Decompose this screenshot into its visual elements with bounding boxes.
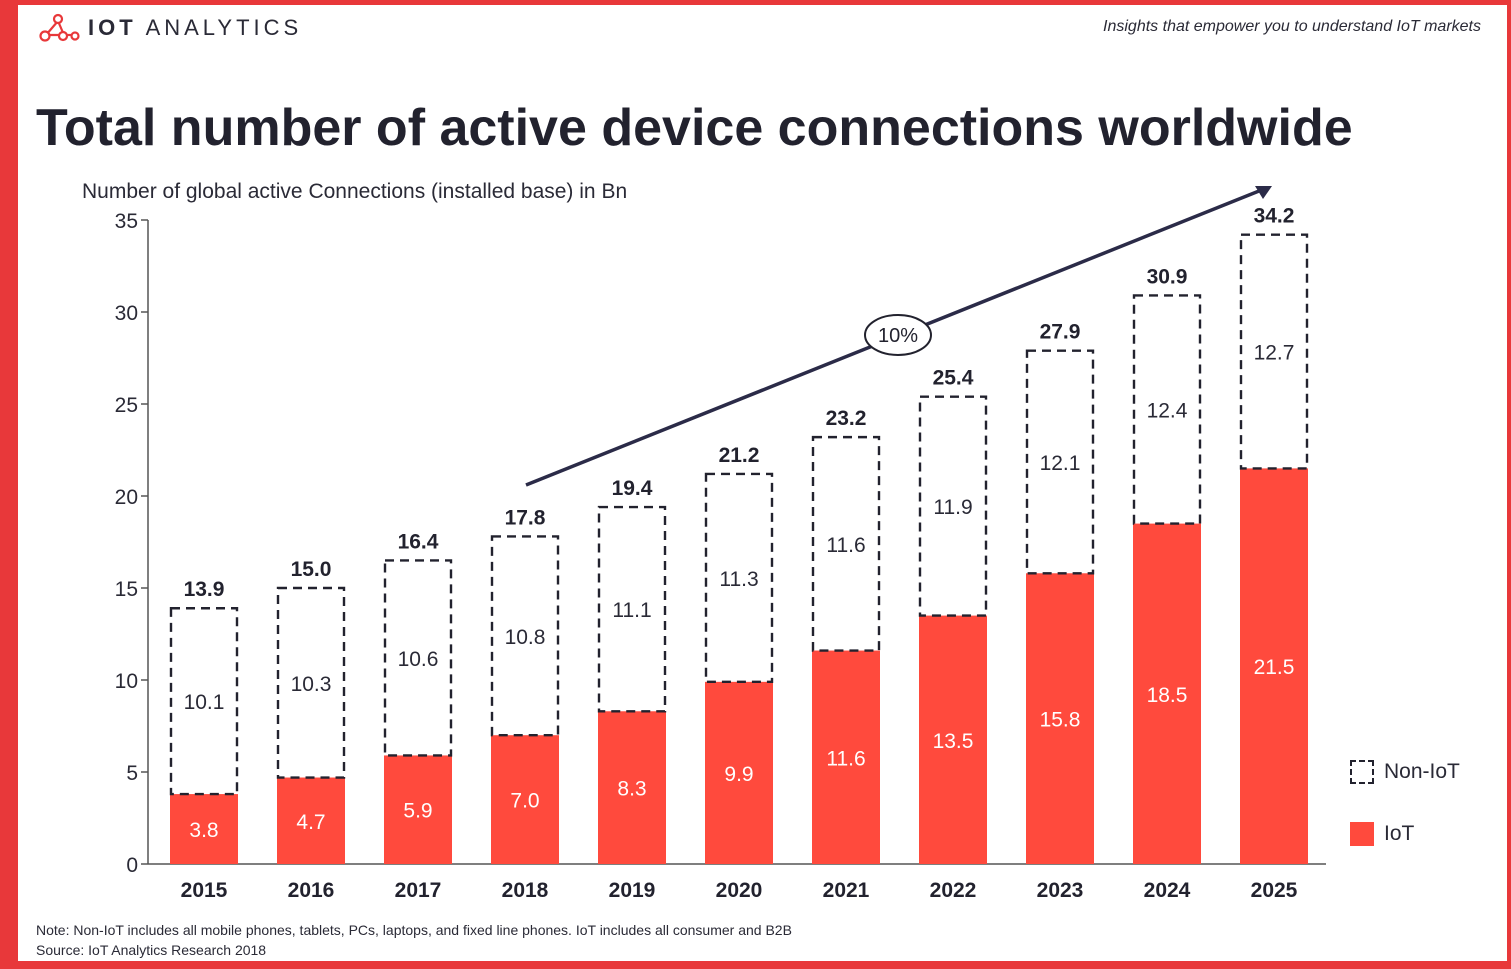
data-label-iot: 18.5 [1147, 684, 1188, 707]
growth-arrow-head [1255, 186, 1272, 199]
legend-item-non-iot: Non-IoT [1350, 755, 1460, 789]
bar-iot [1026, 573, 1094, 864]
bar-non-iot [704, 472, 774, 684]
bar-non-iot [383, 559, 453, 757]
y-tick-label: 20 [115, 486, 138, 509]
bar-iot [705, 681, 773, 864]
bar-non-iot [597, 505, 667, 713]
x-tick-label: 2017 [395, 879, 442, 902]
data-label-non-iot: 11.9 [933, 496, 972, 519]
data-label-non-iot: 12.1 [1040, 452, 1081, 475]
tagline: Insights that empower you to understand … [1103, 18, 1481, 35]
footnote-source: Source: IoT Analytics Research 2018 [36, 942, 267, 958]
data-label-iot: 13.5 [933, 730, 974, 753]
bar-iot [1240, 468, 1308, 864]
x-tick-label: 2022 [930, 879, 977, 902]
legend-swatch-iot [1350, 822, 1374, 846]
data-label-total: 19.4 [612, 477, 653, 500]
bar-non-iot [490, 535, 560, 737]
data-label-total: 21.2 [719, 444, 760, 467]
legend-item-iot: IoT [1350, 817, 1460, 851]
data-label-total: 15.0 [291, 558, 332, 581]
data-label-total: 17.8 [505, 506, 546, 529]
data-label-non-iot: 10.1 [184, 691, 225, 714]
footnote-note: Note: Non-IoT includes all mobile phones… [36, 922, 792, 938]
data-label-iot: 5.9 [403, 800, 432, 823]
chart-title: Total number of active device connection… [36, 99, 1353, 157]
y-tick-label: 0 [126, 854, 138, 877]
data-label-non-iot: 11.1 [612, 599, 651, 622]
bar-iot [491, 735, 559, 864]
footnote: Note: Non-IoT includes all mobile phones… [36, 920, 792, 960]
data-label-iot: 15.8 [1040, 709, 1081, 732]
data-label-non-iot: 12.7 [1254, 342, 1295, 365]
y-tick-label: 5 [126, 762, 138, 785]
data-label-iot: 3.8 [189, 819, 218, 842]
cagr-badge [864, 314, 932, 356]
data-label-non-iot: 10.3 [291, 673, 332, 696]
network-nodes-icon [39, 13, 80, 42]
watermark-overlay [848, 905, 1488, 961]
bar-non-iot [169, 607, 239, 796]
y-axis-label: Number of global active Connections (ins… [82, 180, 628, 203]
data-label-iot: 7.0 [510, 790, 539, 813]
x-tick-label: 2020 [716, 879, 763, 902]
bar-iot [277, 777, 345, 864]
x-tick-label: 2024 [1144, 879, 1191, 902]
bar-non-iot [1025, 349, 1095, 575]
data-label-total: 25.4 [933, 367, 974, 390]
y-tick-label: 25 [115, 394, 138, 417]
data-label-iot: 4.7 [296, 811, 325, 834]
chart-legend: Non-IoT IoT [1350, 755, 1460, 879]
bar-iot [598, 711, 666, 864]
bar-iot [812, 650, 880, 864]
data-label-total: 16.4 [398, 530, 439, 553]
brand-name: IOT ANALYTICS [88, 15, 303, 40]
bar-non-iot [1132, 294, 1202, 525]
data-label-iot: 21.5 [1254, 656, 1295, 679]
data-label-total: 13.9 [184, 578, 225, 601]
bar-iot [919, 615, 987, 864]
bar-non-iot [276, 586, 346, 779]
data-label-total: 34.2 [1254, 205, 1295, 228]
legend-swatch-non-iot [1350, 760, 1374, 784]
x-tick-label: 2025 [1251, 879, 1298, 902]
x-tick-label: 2023 [1037, 879, 1084, 902]
data-label-total: 23.2 [826, 407, 867, 430]
data-label-total: 30.9 [1147, 265, 1188, 288]
bar-non-iot [811, 435, 881, 652]
bar-non-iot [1239, 233, 1309, 470]
data-label-non-iot: 10.8 [505, 626, 546, 649]
data-label-iot: 11.6 [826, 747, 865, 770]
x-tick-label: 2016 [288, 879, 335, 902]
y-tick-label: 10 [115, 670, 138, 693]
x-tick-label: 2019 [609, 879, 656, 902]
data-label-non-iot: 11.3 [719, 568, 758, 591]
data-label-total: 27.9 [1040, 321, 1081, 344]
data-label-iot: 9.9 [724, 763, 753, 786]
data-label-iot: 8.3 [617, 778, 646, 801]
data-label-non-iot: 10.6 [398, 648, 439, 671]
y-tick-label: 35 [115, 210, 138, 233]
brand-logo: IOT ANALYTICS [38, 10, 302, 46]
x-tick-label: 2018 [502, 879, 549, 902]
y-tick-label: 15 [115, 578, 138, 601]
cagr-label: 10% [878, 325, 918, 347]
y-tick-label: 30 [115, 302, 138, 325]
x-tick-label: 2021 [823, 879, 870, 902]
data-label-non-iot: 11.6 [826, 534, 865, 557]
bar-iot [170, 794, 238, 864]
bar-iot [1133, 523, 1201, 864]
legend-label-iot: IoT [1384, 822, 1415, 845]
legend-label-non-iot: Non-IoT [1384, 760, 1460, 783]
data-label-non-iot: 12.4 [1147, 400, 1188, 423]
bar-non-iot [918, 395, 988, 617]
x-tick-label: 2015 [181, 879, 228, 902]
bar-iot [384, 755, 452, 864]
